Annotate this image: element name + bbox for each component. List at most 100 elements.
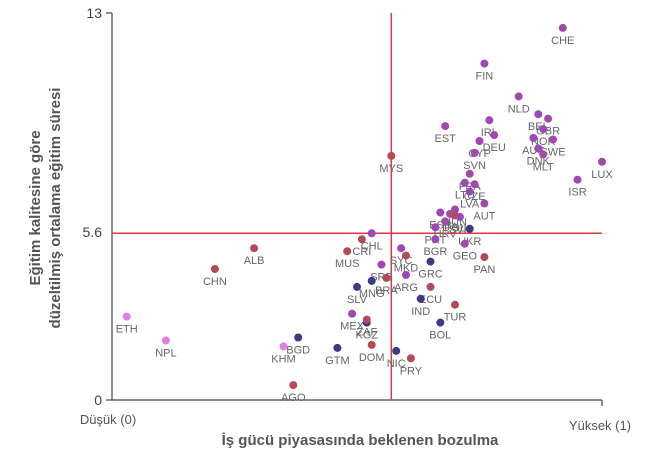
point-label-npl: NPL xyxy=(155,348,176,360)
data-point-bgr xyxy=(431,235,440,244)
point-label-bra: BRA xyxy=(375,285,398,297)
data-point-mus xyxy=(343,247,352,256)
data-point-nld xyxy=(514,92,523,101)
data-point-prt xyxy=(431,223,440,232)
y-axis-title: Eğitim kalitesine göre düzeltilmiş ortal… xyxy=(27,88,64,329)
point-label-geo: GEO xyxy=(453,251,478,263)
point-label-svn: SVN xyxy=(463,160,486,172)
data-point-bgd xyxy=(294,333,303,342)
data-point-dnk xyxy=(534,144,543,153)
data-point-cyp xyxy=(475,137,484,145)
data-point-nor xyxy=(539,125,548,134)
data-point-bol xyxy=(436,318,445,327)
point-label-ecu: ECU xyxy=(419,294,442,306)
point-label-che: CHE xyxy=(551,35,574,47)
data-point-zaf xyxy=(362,315,371,324)
data-point-grc xyxy=(426,257,435,266)
point-label-mkd: MKD xyxy=(394,263,419,275)
data-point-aus xyxy=(529,134,538,142)
data-point-tur xyxy=(451,300,459,309)
point-label-nld: NLD xyxy=(508,103,530,115)
point-label-mng: MNG xyxy=(359,288,385,300)
point-label-tur: TUR xyxy=(444,312,467,324)
y-tick-label-0: 0 xyxy=(94,392,102,408)
data-point-mlt xyxy=(539,150,548,159)
point-label-lux: LUX xyxy=(591,169,613,181)
point-label-svk: SVK xyxy=(449,224,472,236)
data-point-esp xyxy=(436,208,445,217)
data-point-syc xyxy=(397,244,406,253)
point-label-pry: PRY xyxy=(400,365,423,377)
y-tick-label-5.6: 5.6 xyxy=(83,224,103,240)
data-point-mys xyxy=(387,151,396,160)
data-point-npl xyxy=(161,336,170,345)
point-label-ago: AGO xyxy=(281,392,306,404)
point-label-zaf: ZAF xyxy=(356,327,377,339)
x-axis-title: İş gücü piyasasında beklenen bozulma xyxy=(222,432,499,449)
x-axis-max-label: Yüksek (1) xyxy=(569,418,631,433)
data-point-gbr xyxy=(544,114,553,123)
data-point-chn xyxy=(210,265,219,273)
point-label-ind: IND xyxy=(411,306,430,318)
data-point-hrv xyxy=(441,217,450,226)
point-label-gtm: GTM xyxy=(325,355,349,367)
data-point-mex xyxy=(348,309,357,318)
point-label-lva: LVA xyxy=(460,199,480,211)
data-point-khm xyxy=(279,342,288,351)
data-point-geo xyxy=(460,239,469,248)
point-label-mys: MYS xyxy=(379,163,403,175)
data-point-slv xyxy=(353,282,361,291)
point-label-grc: GRC xyxy=(418,269,443,281)
point-label-deu: DEU xyxy=(483,142,506,154)
data-point-srb xyxy=(377,260,386,269)
point-label-mus: MUS xyxy=(335,258,359,270)
x-axis-min-label: Düşük (0) xyxy=(80,412,136,427)
data-point-ind xyxy=(416,294,425,303)
data-point-lux xyxy=(598,157,606,166)
point-label-bgd: BGD xyxy=(286,345,310,357)
data-point-che xyxy=(558,23,567,32)
point-label-est: EST xyxy=(434,133,456,145)
point-label-bgr: BGR xyxy=(423,246,447,258)
point-label-bol: BOL xyxy=(429,330,451,342)
data-point-fin xyxy=(480,59,489,68)
data-point-aut xyxy=(480,199,489,208)
point-label-mex: MEX xyxy=(340,321,365,333)
data-point-est xyxy=(441,122,450,131)
data-point-irl xyxy=(485,116,494,125)
point-label-arg: ARG xyxy=(394,282,418,294)
data-point-cri xyxy=(357,235,366,244)
point-label-kgz: KGZ xyxy=(355,330,378,342)
data-point-eth xyxy=(122,312,131,321)
data-point-bra xyxy=(382,273,391,282)
point-label-dom: DOM xyxy=(359,352,385,364)
data-point-chl xyxy=(367,229,376,238)
data-point-gtm xyxy=(333,343,342,352)
data-point-alb xyxy=(250,244,259,253)
point-label-fin: FIN xyxy=(476,71,494,83)
data-point-ecu xyxy=(426,282,435,291)
data-point-mng xyxy=(367,276,376,285)
data-point-swe xyxy=(549,135,557,144)
data-point-deu xyxy=(490,131,499,140)
point-label-eth: ETH xyxy=(116,324,138,336)
data-point-ukr xyxy=(465,224,474,233)
data-point-lva xyxy=(465,187,474,196)
data-point-mkd xyxy=(402,251,410,260)
data-point-ago xyxy=(289,381,298,390)
point-label-isr: ISR xyxy=(568,187,586,199)
y-axis-title-line-2: düzeltilmiş ortalama eğitim süresi xyxy=(47,88,64,329)
point-label-chn: CHN xyxy=(203,276,227,288)
point-label-dnk: DNK xyxy=(527,156,551,168)
data-point-pry xyxy=(406,354,415,363)
point-label-hrv: HRV xyxy=(434,228,458,240)
data-point-svn xyxy=(470,148,479,157)
data-point-arg xyxy=(402,271,410,279)
point-label-mlt: MLT xyxy=(533,161,554,173)
data-point-isr xyxy=(573,175,582,184)
data-point-pan xyxy=(480,253,489,262)
point-label-chl: CHL xyxy=(361,240,383,252)
point-label-cri: CRI xyxy=(352,246,371,258)
